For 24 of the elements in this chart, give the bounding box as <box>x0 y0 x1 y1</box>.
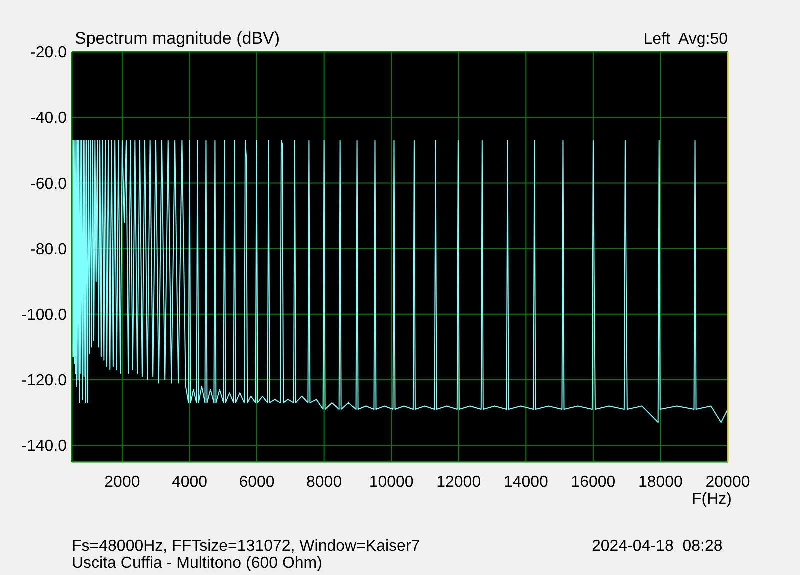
text: Fs=48000Hz, FFTsize=131072, Window=Kaiser7 <box>72 538 420 555</box>
y-tick-label: -140.0 <box>22 438 68 456</box>
x-tick-label: 18000 <box>638 474 684 491</box>
x-axis-title: F(Hz) <box>692 491 732 508</box>
line-series <box>72 140 728 424</box>
x-tick-label: 4000 <box>172 474 208 491</box>
x-tick-label: 2000 <box>104 474 140 491</box>
y-tick-label: -80.0 <box>30 241 68 258</box>
x-tick-label: 14000 <box>504 474 548 491</box>
text: Left Avg:50 <box>644 31 728 48</box>
text: Uscita Cuffia - Multitono (600 Ohm) <box>72 555 322 572</box>
y-tick-label: -60.0 <box>30 176 68 193</box>
x-tick-label: 20000 <box>706 474 750 491</box>
chart-title: Spectrum magnitude (dBV) <box>75 29 280 48</box>
x-tick-label: 16000 <box>571 474 616 491</box>
y-tick-label: -100.0 <box>22 307 68 324</box>
x-tick-label: 12000 <box>436 474 482 491</box>
x-tick-label: 10000 <box>369 474 414 491</box>
x-tick-label: 6000 <box>239 474 275 491</box>
y-tick-label: -40.0 <box>30 110 68 128</box>
y-tick-label: -20.0 <box>30 44 68 62</box>
y-tick-label: -120.0 <box>22 372 68 390</box>
text: 2024-04-18 08:28 <box>592 538 723 555</box>
x-tick-label: 8000 <box>306 474 342 491</box>
